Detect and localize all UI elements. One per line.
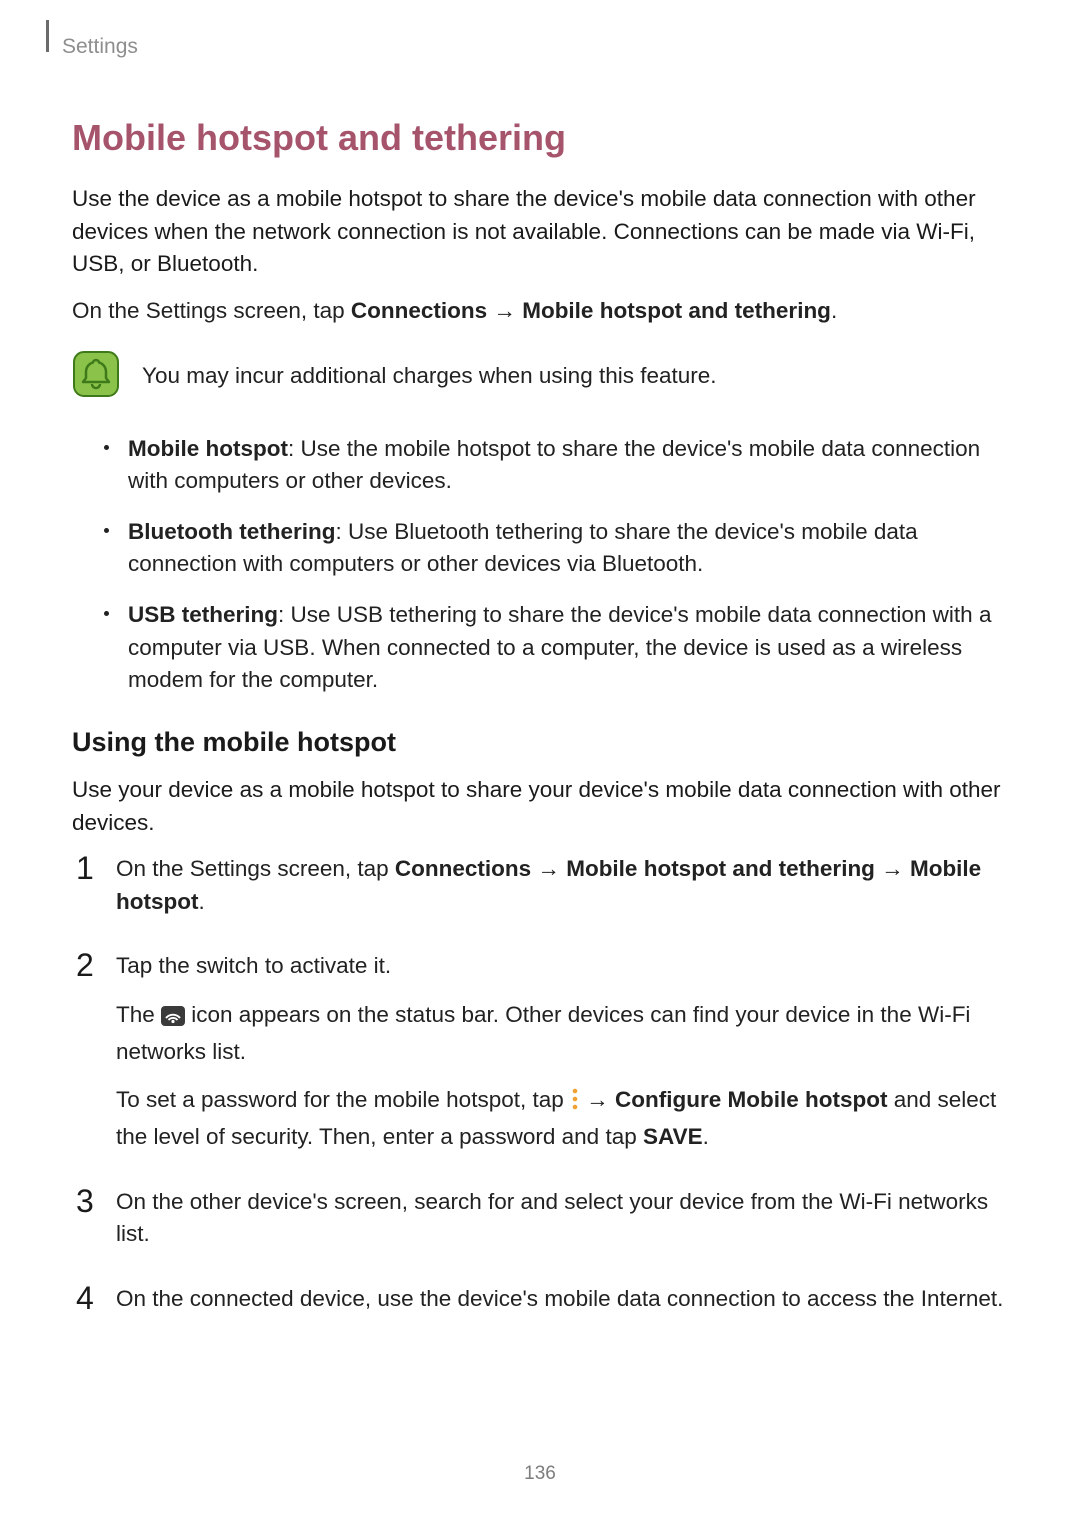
step1-arrow1: → (531, 856, 566, 881)
step-4-text: On the connected device, use the device'… (116, 1283, 1008, 1316)
nav-connections: Connections (351, 298, 487, 323)
bell-icon (72, 350, 120, 403)
note-callout: You may incur additional charges when us… (72, 350, 1008, 403)
step1-arrow2: → (875, 856, 910, 881)
s2-pw-end: . (703, 1124, 709, 1149)
step-2-line3: To set a password for the mobile hotspot… (116, 1084, 1008, 1153)
note-text: You may incur additional charges when us… (142, 360, 717, 392)
s2-pre-icon: The (116, 1002, 161, 1027)
nav-prefix: On the Settings screen, tap (72, 298, 351, 323)
bullet-label: Mobile hotspot (128, 436, 288, 461)
nav-arrow-1: → (487, 298, 522, 323)
page-title: Mobile hotspot and tethering (72, 117, 1008, 159)
step-2: Tap the switch to activate it. The icon … (72, 950, 1008, 1153)
nav-period: . (831, 298, 837, 323)
step-2-line2: The icon appears on the status bar. Othe… (116, 999, 1008, 1068)
step1-hotspot-teth: Mobile hotspot and tethering (566, 856, 875, 881)
step-3-text: On the other device's screen, search for… (116, 1186, 1008, 1251)
bullet-label: Bluetooth tethering (128, 519, 335, 544)
nav-hotspot: Mobile hotspot and tethering (522, 298, 831, 323)
s2-pw-pre: To set a password for the mobile hotspot… (116, 1087, 570, 1112)
step-2-line1: Tap the switch to activate it. (116, 950, 1008, 983)
manual-page: Settings Mobile hotspot and tethering Us… (0, 0, 1080, 1527)
step-3: On the other device's screen, search for… (72, 1186, 1008, 1251)
s2-pw-arrow: → (580, 1087, 615, 1112)
feature-list: Mobile hotspot: Use the mobile hotspot t… (72, 433, 1008, 697)
s2-save: SAVE (643, 1124, 703, 1149)
s2-post-icon: icon appears on the status bar. Other de… (116, 1002, 970, 1064)
intro-paragraph: Use the device as a mobile hotspot to sh… (72, 183, 1008, 281)
step1-prefix: On the Settings screen, tap (116, 856, 395, 881)
steps-list: On the Settings screen, tap Connections … (72, 853, 1008, 1315)
step1-connections: Connections (395, 856, 531, 881)
page-number: 136 (0, 1463, 1080, 1485)
step1-period: . (198, 889, 204, 914)
list-item: Bluetooth tethering: Use Bluetooth tethe… (104, 516, 1008, 581)
hotspot-icon (161, 1003, 185, 1036)
header-rule (46, 20, 49, 52)
nav-instruction: On the Settings screen, tap Connections … (72, 295, 1008, 328)
step-1: On the Settings screen, tap Connections … (72, 853, 1008, 918)
list-item: Mobile hotspot: Use the mobile hotspot t… (104, 433, 1008, 498)
sub-intro: Use your device as a mobile hotspot to s… (72, 774, 1008, 839)
step-4: On the connected device, use the device'… (72, 1283, 1008, 1316)
more-menu-icon (570, 1087, 580, 1121)
header-section-label: Settings (62, 35, 1008, 59)
s2-configure: Configure Mobile hotspot (615, 1087, 887, 1112)
step-1-text: On the Settings screen, tap Connections … (116, 853, 1008, 918)
list-item: USB tethering: Use USB tethering to shar… (104, 599, 1008, 697)
bullet-label: USB tethering (128, 602, 278, 627)
subheading: Using the mobile hotspot (72, 727, 1008, 758)
